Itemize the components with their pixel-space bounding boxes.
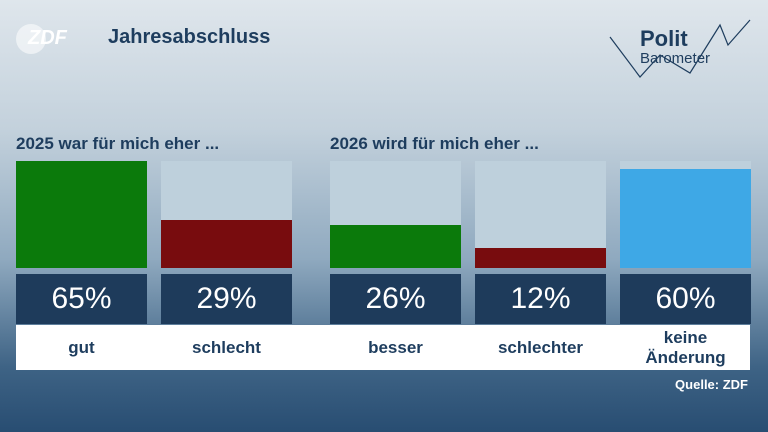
category-label: keine Änderung <box>645 327 726 367</box>
bar <box>620 169 751 268</box>
label-strip <box>16 325 750 370</box>
panel-title: 2026 wird für mich eher ... <box>330 134 539 153</box>
page-title: Jahresabschluss <box>108 26 271 48</box>
bar <box>475 248 606 268</box>
category-label: gut <box>68 337 95 357</box>
value-label: 29% <box>161 274 292 324</box>
brand-bottom: Barometer <box>640 50 711 67</box>
logo: ZDF <box>28 27 67 49</box>
category-label: schlecht <box>192 337 261 357</box>
bar <box>16 161 147 268</box>
bar <box>161 220 292 268</box>
value-label: 12% <box>475 274 606 324</box>
value-label: 26% <box>330 274 461 324</box>
brand-top: Polit <box>640 26 688 51</box>
value-label: 65% <box>16 274 147 324</box>
bar <box>330 225 461 268</box>
category-label: besser <box>368 337 423 357</box>
panel-title: 2025 war für mich eher ... <box>16 134 220 153</box>
logo-circle <box>16 24 46 54</box>
category-label: schlechter <box>497 337 584 357</box>
brand-graphic <box>609 19 751 78</box>
source: Quelle: ZDF <box>675 377 748 392</box>
value-label: 60% <box>620 274 751 324</box>
